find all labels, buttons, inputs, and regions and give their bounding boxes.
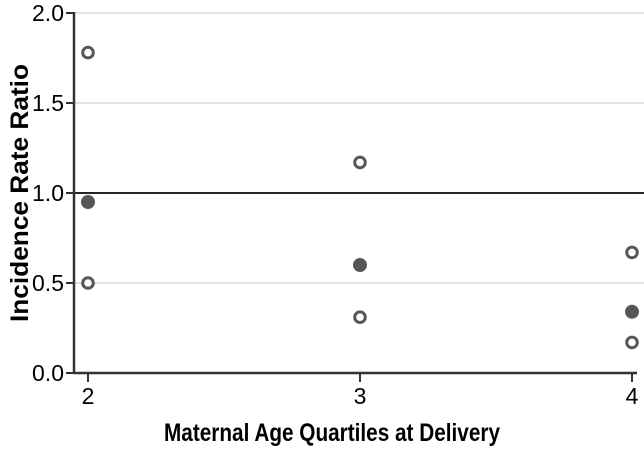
gridlines [74, 12, 644, 284]
x-axis-title: Maternal Age Quartiles at Delivery [164, 419, 500, 447]
x-tick-label-3: 3 [354, 383, 367, 409]
lower-open-circles-point [81, 276, 95, 290]
filled-circles-point [625, 304, 639, 319]
data-points [81, 45, 639, 350]
filled-circles-point [353, 258, 367, 272]
lower-open-circles-point [625, 335, 639, 350]
upper-open-circles-point [81, 45, 95, 60]
y-tick-label-2: 2.0 [32, 0, 64, 26]
y-tick-label-0: 0.0 [32, 360, 64, 386]
x-tick-label-2: 2 [82, 383, 95, 409]
y-axis-title: Incidence Rate Ratio [6, 64, 34, 322]
lower-open-circles-point [353, 310, 367, 325]
y-tick-label-0.5: 0.5 [32, 270, 64, 296]
axes [66, 12, 637, 382]
y-tick-label-1: 1.0 [32, 180, 64, 206]
upper-open-circles-point [625, 245, 639, 260]
x-tick-label-4: 4 [626, 383, 639, 409]
filled-circles-point [81, 195, 95, 209]
y-tick-label-1.5: 1.5 [32, 90, 64, 116]
tick-labels: 0.0 0.5 1.0 1.5 2.0 2 3 4 [32, 0, 639, 409]
upper-open-circles-point [353, 155, 367, 170]
